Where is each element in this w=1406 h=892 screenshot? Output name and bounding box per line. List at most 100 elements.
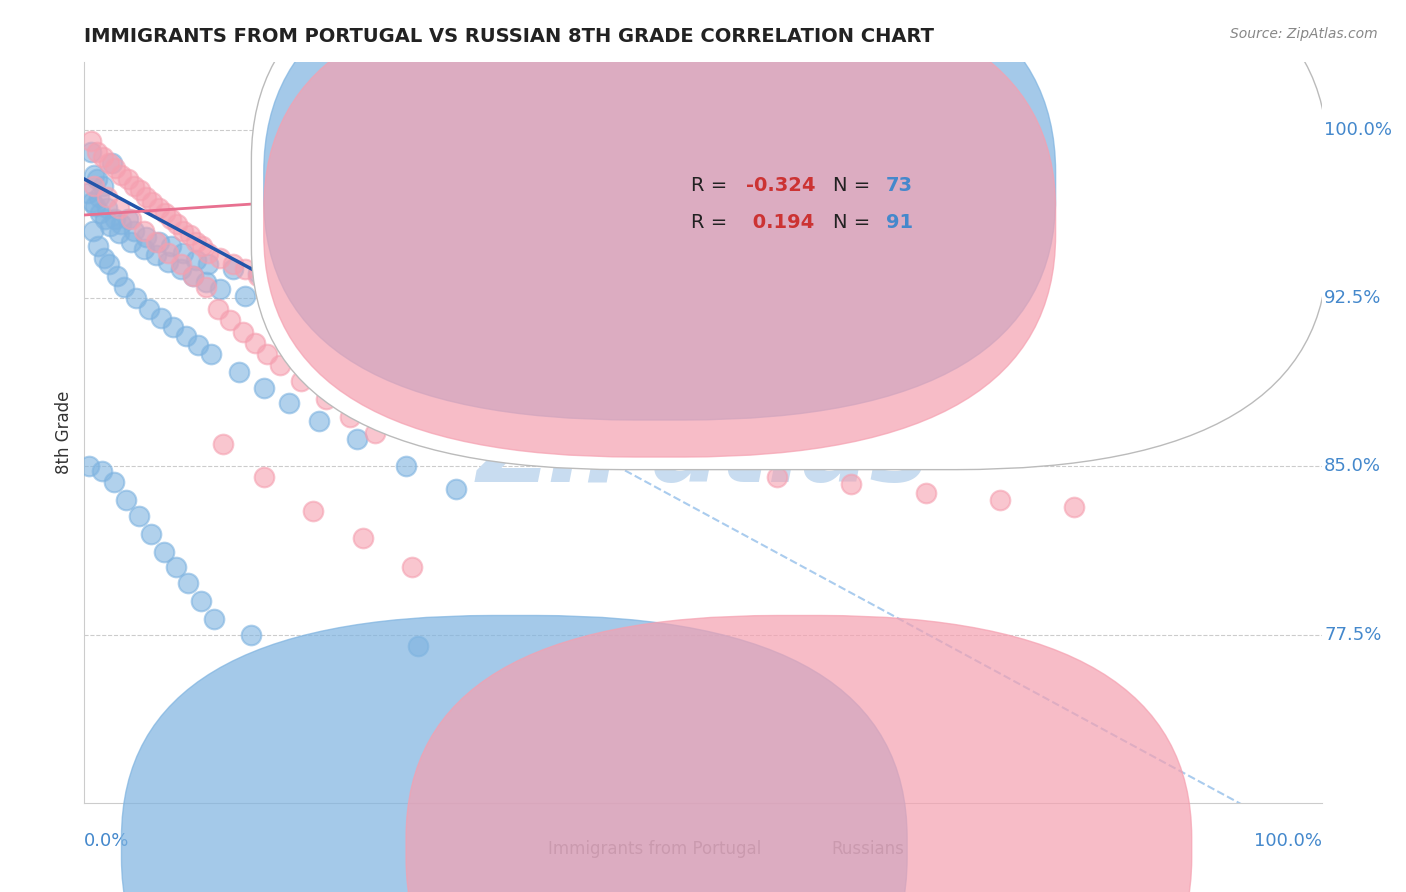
Text: Russians: Russians bbox=[832, 839, 904, 858]
Point bbox=[79, 134, 101, 148]
Point bbox=[219, 313, 242, 327]
Text: 100.0%: 100.0% bbox=[1254, 832, 1322, 850]
Text: 92.5%: 92.5% bbox=[1324, 289, 1382, 307]
FancyBboxPatch shape bbox=[264, 0, 1056, 420]
Point bbox=[148, 235, 170, 249]
Point bbox=[321, 302, 343, 317]
Point bbox=[100, 156, 122, 170]
Point bbox=[135, 190, 157, 204]
Point bbox=[243, 335, 266, 350]
Point bbox=[172, 224, 194, 238]
Point bbox=[253, 381, 276, 395]
Text: 77.5%: 77.5% bbox=[1324, 625, 1382, 643]
Point bbox=[110, 217, 132, 231]
Point bbox=[209, 251, 232, 265]
Point bbox=[766, 470, 789, 484]
Point bbox=[112, 280, 135, 294]
Text: 85.0%: 85.0% bbox=[1324, 458, 1381, 475]
Text: -0.324: -0.324 bbox=[747, 176, 815, 194]
Point bbox=[162, 320, 184, 334]
Point bbox=[138, 302, 160, 317]
Point bbox=[364, 425, 387, 440]
Point bbox=[103, 475, 125, 489]
Point bbox=[157, 246, 180, 260]
Point bbox=[108, 226, 131, 240]
Point bbox=[202, 612, 225, 626]
Point bbox=[132, 224, 155, 238]
FancyBboxPatch shape bbox=[252, 0, 1327, 469]
Point bbox=[444, 482, 467, 496]
Point bbox=[617, 138, 640, 153]
Point bbox=[666, 150, 689, 164]
Point bbox=[184, 235, 207, 249]
Point bbox=[593, 134, 616, 148]
Point bbox=[207, 302, 229, 317]
Text: IMMIGRANTS FROM PORTUGAL VS RUSSIAN 8TH GRADE CORRELATION CHART: IMMIGRANTS FROM PORTUGAL VS RUSSIAN 8TH … bbox=[84, 27, 935, 45]
Point bbox=[841, 477, 863, 491]
Point bbox=[506, 224, 529, 238]
Point bbox=[259, 273, 281, 287]
Point bbox=[717, 161, 740, 175]
Point bbox=[315, 392, 337, 406]
Point bbox=[519, 228, 541, 243]
Point bbox=[80, 194, 103, 209]
Point bbox=[643, 145, 665, 160]
Point bbox=[481, 212, 503, 227]
Point bbox=[209, 282, 232, 296]
Point bbox=[222, 261, 245, 276]
Point bbox=[246, 266, 269, 280]
Point bbox=[370, 161, 392, 175]
Point bbox=[184, 252, 207, 267]
Point bbox=[135, 230, 157, 244]
Point bbox=[543, 239, 565, 253]
Point bbox=[153, 206, 176, 220]
Point bbox=[233, 261, 256, 276]
Text: ZIPatlas: ZIPatlas bbox=[477, 407, 929, 503]
Point bbox=[382, 168, 405, 182]
Point bbox=[160, 239, 183, 253]
Text: R =: R = bbox=[690, 176, 733, 194]
Point bbox=[395, 172, 418, 186]
Point bbox=[408, 639, 430, 653]
Point bbox=[187, 338, 209, 352]
Text: Source: ZipAtlas.com: Source: ZipAtlas.com bbox=[1230, 27, 1378, 41]
Point bbox=[117, 212, 139, 227]
Point bbox=[408, 178, 430, 193]
Text: 0.0%: 0.0% bbox=[84, 832, 129, 850]
Point bbox=[129, 183, 152, 197]
Point bbox=[98, 257, 121, 271]
Text: 91: 91 bbox=[886, 213, 914, 232]
Point bbox=[988, 492, 1011, 507]
Point bbox=[240, 627, 263, 641]
Point bbox=[271, 280, 294, 294]
Point bbox=[115, 492, 138, 507]
Point bbox=[494, 217, 516, 231]
Text: 73: 73 bbox=[886, 176, 912, 194]
Point bbox=[105, 268, 128, 283]
Point bbox=[815, 183, 838, 197]
Point bbox=[790, 178, 813, 193]
Point bbox=[79, 145, 101, 160]
Text: Immigrants from Portugal: Immigrants from Portugal bbox=[548, 839, 762, 858]
Point bbox=[82, 224, 104, 238]
Point bbox=[166, 217, 188, 231]
Point bbox=[84, 199, 107, 213]
Point bbox=[1261, 122, 1284, 136]
Point bbox=[157, 255, 180, 269]
Text: 100.0%: 100.0% bbox=[1324, 120, 1392, 139]
Point bbox=[94, 212, 117, 227]
Point bbox=[200, 347, 222, 361]
Point bbox=[914, 486, 936, 500]
Point bbox=[766, 172, 789, 186]
FancyBboxPatch shape bbox=[264, 0, 1056, 457]
Point bbox=[122, 224, 145, 238]
Point bbox=[170, 261, 193, 276]
Point bbox=[290, 374, 312, 388]
Point bbox=[89, 190, 111, 204]
Point bbox=[357, 156, 380, 170]
Point bbox=[96, 190, 118, 204]
Text: N =: N = bbox=[832, 176, 876, 194]
Point bbox=[117, 172, 139, 186]
Point bbox=[401, 560, 423, 574]
Point bbox=[141, 526, 163, 541]
